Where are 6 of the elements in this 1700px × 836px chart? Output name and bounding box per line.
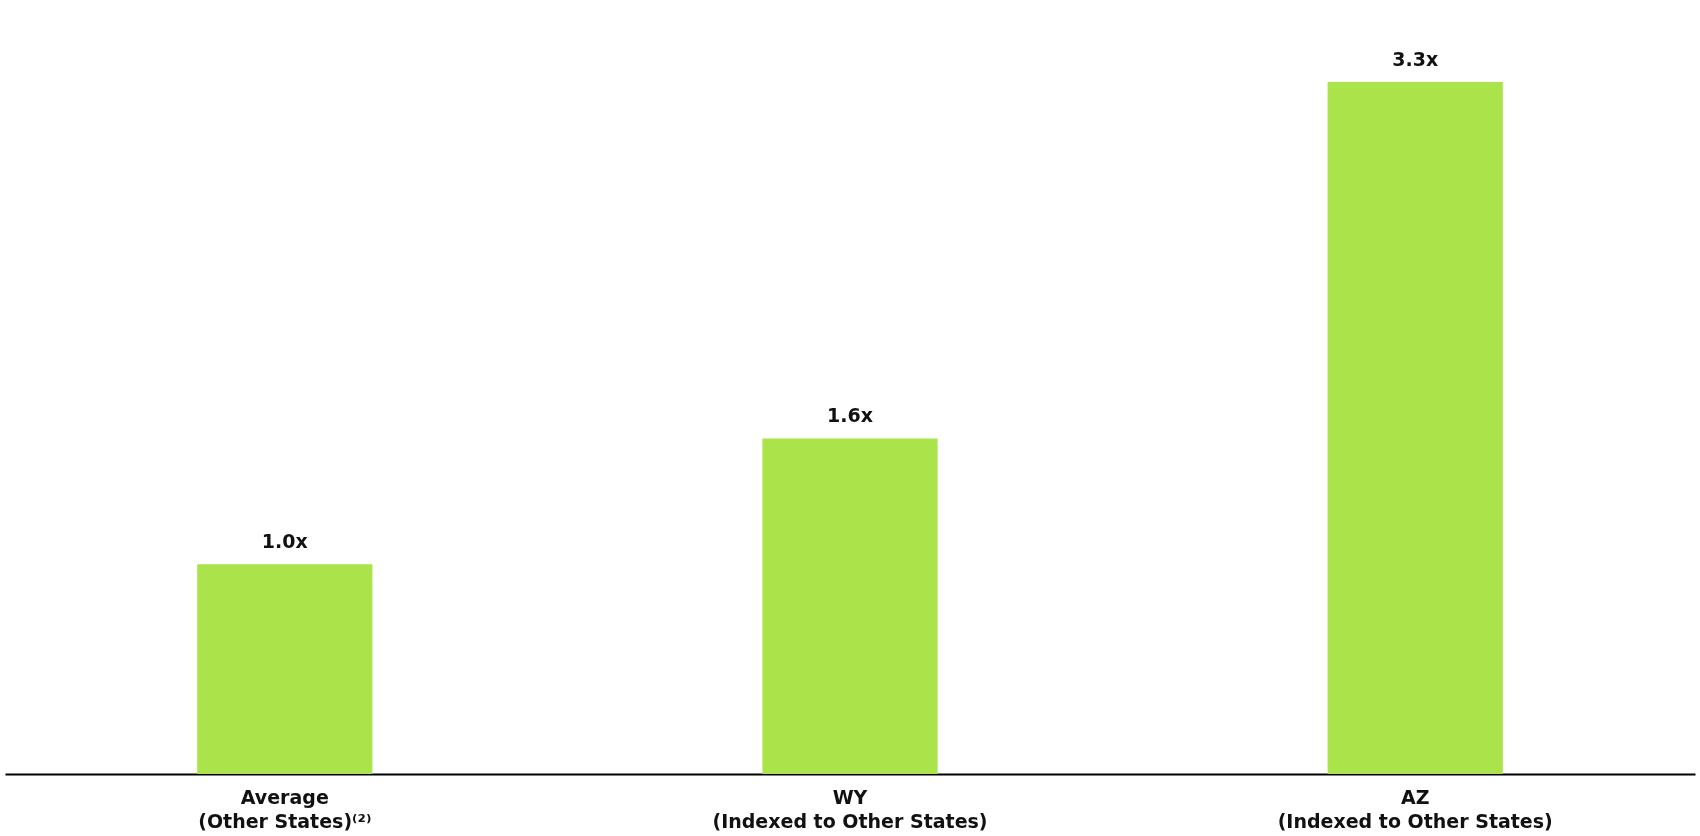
x-tick-label: Average (Other States)⁽²⁾	[198, 785, 372, 832]
data-label: 3.3x	[1392, 47, 1439, 70]
x-tick-label: WY (Indexed to Other States)	[712, 785, 988, 832]
x-tick-label: AZ (Indexed to Other States)	[1277, 785, 1553, 832]
data-label: 1.6x	[827, 404, 873, 427]
data-label: 1.0x	[261, 530, 308, 553]
